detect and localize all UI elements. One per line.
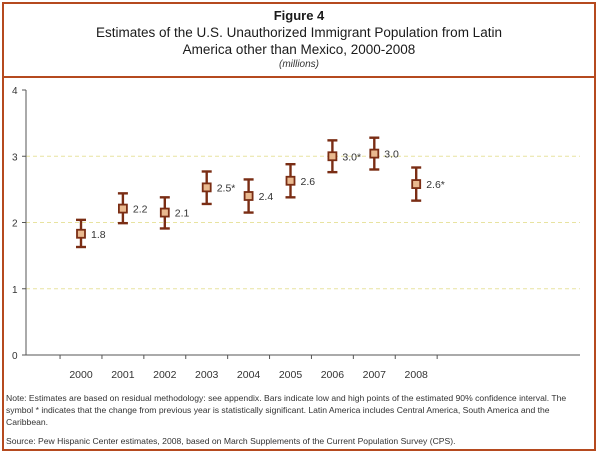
chart-subtitle: (millions) — [279, 59, 319, 70]
x-tick-label: 2001 — [111, 369, 135, 381]
data-label: 2.6 — [301, 176, 316, 188]
data-label: 2.2 — [133, 204, 148, 216]
data-label: 1.8 — [91, 229, 106, 241]
chart-note: Note: Estimates are based on residual me… — [6, 393, 567, 427]
data-label: 3.0 — [384, 149, 399, 161]
y-tick-label: 4 — [12, 86, 18, 97]
figure-frame: Figure 4 Estimates of the U.S. Unauthori… — [2, 2, 596, 451]
data-label: 2.5* — [217, 182, 236, 194]
y-tick-label: 3 — [12, 152, 18, 163]
data-point — [285, 175, 296, 186]
data-point — [327, 151, 338, 162]
x-tick-label: 2003 — [195, 369, 219, 381]
data-point — [369, 148, 380, 159]
data-point — [159, 207, 170, 218]
x-tick-label: 2000 — [69, 369, 93, 381]
data-label: 3.0* — [342, 151, 361, 163]
y-tick-label: 1 — [12, 285, 18, 296]
chart-area: 0 1 2 3 4 2000 2001 2002 2003 2004 2005 2006 2007 200… — [12, 86, 580, 381]
x-tick-label: 2004 — [237, 369, 261, 381]
title-band: Figure 4 Estimates of the U.S. Unauthori… — [4, 4, 594, 78]
data-point — [243, 191, 254, 201]
x-tick-label: 2008 — [405, 369, 429, 381]
x-tick-label: 2002 — [153, 369, 177, 381]
data-point — [411, 179, 422, 189]
y-tick-label: 0 — [12, 351, 18, 362]
chart-title: Estimates of the U.S. Unauthorized Immig… — [96, 25, 502, 57]
data-label: 2.6* — [426, 179, 445, 191]
data-label: 2.4 — [259, 191, 274, 203]
figure-label: Figure 4 — [273, 8, 325, 23]
x-tick-label: 2006 — [321, 369, 345, 381]
x-tick-label: 2007 — [363, 369, 387, 381]
data-label: 2.1 — [175, 208, 190, 220]
data-point — [118, 203, 128, 214]
data-point — [201, 182, 212, 193]
y-tick-label: 2 — [12, 219, 18, 230]
x-tick-label: 2005 — [279, 369, 303, 381]
chart-source: Source: Pew Hispanic Center estimates, 2… — [6, 436, 456, 446]
data-point — [76, 228, 86, 239]
